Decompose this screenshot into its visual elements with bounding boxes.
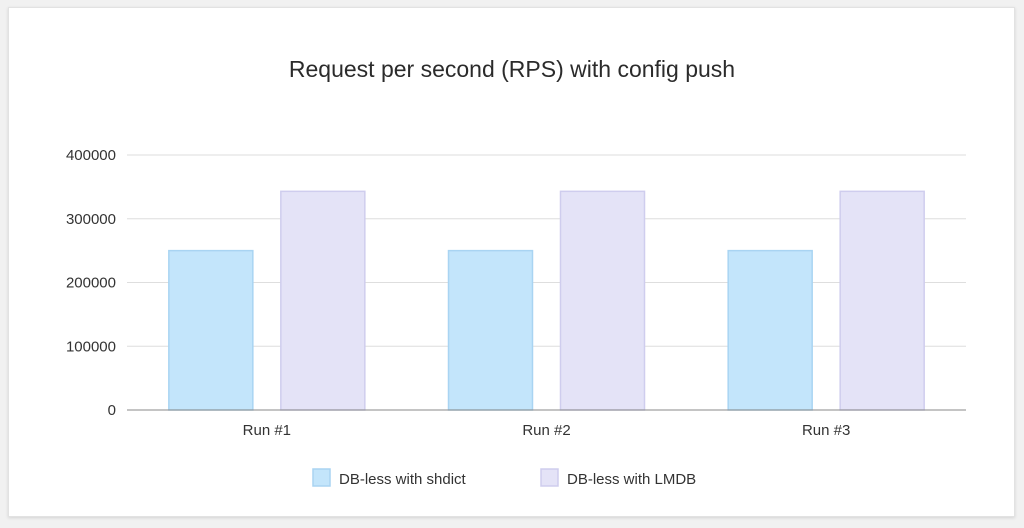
legend-label: DB-less with LMDB bbox=[567, 471, 696, 488]
y-tick-label: 100000 bbox=[66, 338, 116, 355]
bar-lmdb-1 bbox=[280, 190, 366, 411]
chart-title: Request per second (RPS) with config pus… bbox=[289, 56, 735, 82]
y-tick-label: 200000 bbox=[66, 275, 116, 292]
legend-swatch bbox=[540, 468, 559, 487]
bars bbox=[168, 190, 925, 411]
y-tick-label: 300000 bbox=[66, 211, 116, 228]
bar-shdict-3 bbox=[727, 249, 813, 411]
legend-swatch bbox=[312, 468, 331, 487]
axes: 0 100000 200000 300000 400000 Run #1 Run #2 Run… bbox=[66, 147, 966, 439]
legend: DB-less with shdict DB-less with LMDB bbox=[312, 468, 696, 488]
x-tick-label: Run #1 bbox=[243, 422, 291, 439]
legend-label: DB-less with shdict bbox=[339, 471, 467, 488]
x-tick-label: Run #3 bbox=[802, 422, 850, 439]
y-tick-label: 400000 bbox=[66, 147, 116, 164]
bar-shdict-1 bbox=[168, 249, 254, 411]
x-tick-label: Run #2 bbox=[522, 422, 570, 439]
y-tick-label: 0 bbox=[108, 402, 116, 419]
bar-lmdb-3 bbox=[839, 190, 925, 411]
bar-lmdb-2 bbox=[559, 190, 646, 411]
bar-shdict-2 bbox=[447, 249, 534, 411]
grid-lines bbox=[127, 154, 966, 347]
